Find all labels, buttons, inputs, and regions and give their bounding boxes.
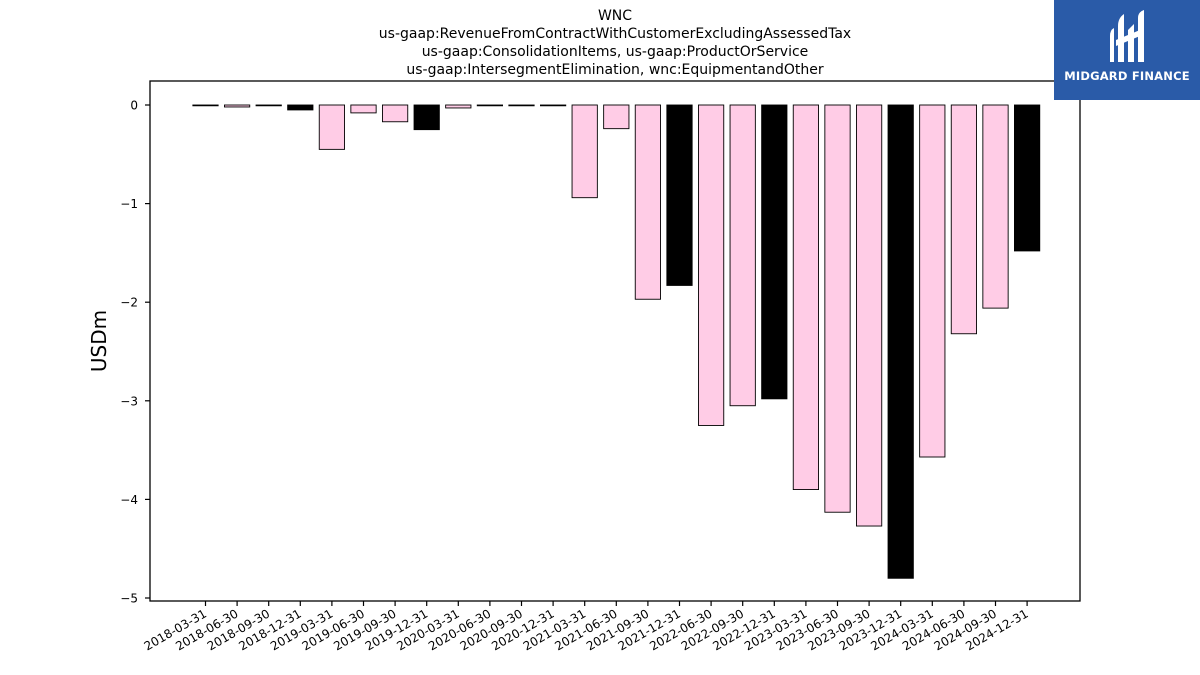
bar-2021-06-30 [603,104,630,130]
bar-2019-06-30 [350,104,377,114]
bar-2024-09-30 [982,104,1009,309]
bar-2024-06-30 [950,104,977,335]
bar-2024-12-31 [1014,104,1041,252]
bar-2018-12-31 [287,104,314,111]
bar-2019-03-31 [318,104,345,150]
bar-2020-06-30 [476,104,503,107]
y-tick-label: −5 [120,592,138,606]
y-tick-label: 0 [130,99,138,113]
chart-title-line-2: us-gaap:RevenueFromContractWithCustomerE… [378,26,852,42]
chart-title: WNC us-gaap:RevenueFromContractWithCusto… [150,7,1080,79]
bar-2022-09-30 [729,104,756,407]
bar-2019-09-30 [382,104,409,123]
bar-2023-12-31 [887,104,914,579]
bar-2020-12-31 [540,104,567,107]
bar-2023-06-30 [824,104,851,513]
y-axis: 0 −1 −2 −3 −4 −5 [120,99,150,606]
bar-2018-03-31 [192,104,219,107]
midgard-logo-icon [1110,10,1144,62]
bars-group [192,104,1041,579]
bar-2021-03-31 [571,104,598,199]
bar-2023-09-30 [856,104,883,527]
y-tick-label: −3 [120,394,138,408]
bar-2020-03-31 [445,104,472,109]
bar-2018-09-30 [255,104,282,107]
bar-2018-06-30 [223,104,251,108]
bar-2021-12-31 [666,104,693,286]
chart-title-line-1: WNC [597,8,633,24]
bar-2020-09-30 [508,104,535,107]
bar-2022-12-31 [761,104,788,400]
plot-frame [149,80,1081,602]
bar-2024-03-31 [919,104,946,458]
y-tick-label: −2 [120,296,138,310]
y-tick-label: −1 [120,197,138,211]
chart-title-line-4: us-gaap:IntersegmentElimination, wnc:Equ… [406,62,824,78]
y-axis-label: USDm [87,310,111,372]
y-tick-label: −4 [120,493,138,507]
midgard-finance-logo: MIDGARD FINANCE [1054,0,1200,100]
chart-title-line-3: us-gaap:ConsolidationItems, us-gaap:Prod… [421,44,809,60]
logo-text: MIDGARD FINANCE [1064,69,1190,83]
bar-2022-06-30 [698,104,725,426]
bar-2023-03-31 [792,104,819,490]
x-axis: 2018-03-312018-06-302018-09-302018-12-31… [142,601,1031,653]
bar-2019-12-31 [413,104,440,131]
bar-2021-09-30 [634,104,661,300]
